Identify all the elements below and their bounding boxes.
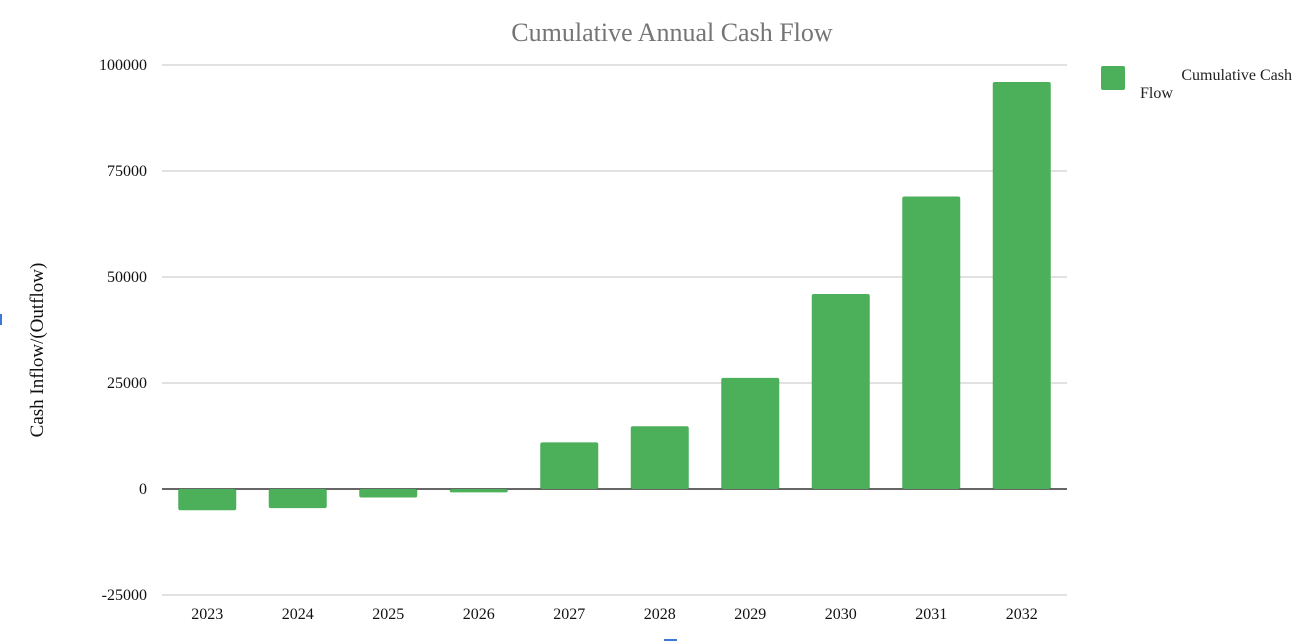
legend-label-line-1: Cumulative Cash (1181, 67, 1292, 84)
bars (178, 81, 1051, 511)
bar-2025 (359, 489, 418, 498)
bar-2023 (178, 489, 237, 511)
left-edge-marker (0, 314, 2, 325)
y-tick-label: -25000 (102, 587, 147, 604)
x-tick-label-2024: 2024 (282, 606, 314, 623)
legend-label-line-2: Flow (1140, 85, 1173, 102)
y-tick-label: 50000 (107, 269, 147, 286)
bar-2030 (811, 293, 870, 489)
x-tick-label-2032: 2032 (1006, 606, 1038, 623)
y-tick-label: 0 (139, 481, 147, 498)
x-tick-label-2031: 2031 (915, 606, 947, 623)
x-tick-label-2029: 2029 (734, 606, 766, 623)
y-axis-label: Cash Inflow/(Outflow) (27, 263, 48, 438)
x-tick-label-2030: 2030 (825, 606, 857, 623)
bar-2027 (540, 442, 599, 489)
legend: Cumulative Cash Flow (1101, 66, 1292, 102)
x-tick-label-2028: 2028 (644, 606, 676, 623)
x-tick-label-2023: 2023 (191, 606, 223, 623)
y-tick-label: 100000 (99, 57, 147, 74)
y-tick-label: 25000 (107, 375, 147, 392)
bar-2028 (630, 426, 689, 489)
bar-2031 (902, 196, 961, 489)
y-axis-ticks: 100000 75000 50000 25000 0 -25000 (99, 57, 147, 604)
chart-title: Cumulative Annual Cash Flow (511, 18, 833, 47)
legend-swatch (1101, 66, 1125, 90)
y-tick-label: 75000 (107, 163, 147, 180)
x-tick-label-2027: 2027 (553, 606, 585, 623)
bar-2024 (268, 489, 327, 509)
x-axis-ticks: 2023 2024 2025 2026 2027 2028 2029 2030 2031 2032 (191, 606, 1038, 623)
x-tick-label-2025: 2025 (372, 606, 404, 623)
bar-2026 (449, 489, 508, 493)
bar-2029 (721, 377, 780, 489)
x-tick-label-2026: 2026 (463, 606, 495, 623)
bar-2032 (992, 81, 1051, 490)
bottom-edge-marker (664, 639, 677, 641)
